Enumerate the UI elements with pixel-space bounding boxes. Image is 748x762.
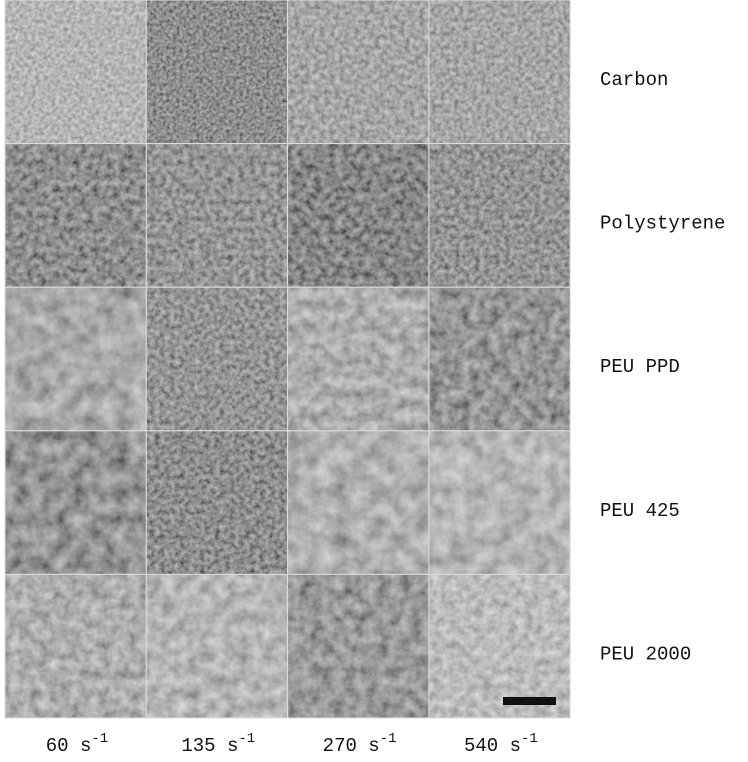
micrograph-grid <box>5 0 570 718</box>
micrograph <box>5 144 146 288</box>
micrograph <box>429 431 570 575</box>
micrograph <box>288 574 429 718</box>
row-label: PEU PPD <box>600 356 680 378</box>
row-label: PEU 425 <box>600 500 680 522</box>
row-label: PEU 2000 <box>600 643 691 665</box>
column-label-exponent: -1 <box>238 731 255 747</box>
micrograph <box>288 0 429 144</box>
row-label: Polystyrene <box>600 213 725 235</box>
scale-bar <box>503 697 556 705</box>
micrograph <box>146 144 287 288</box>
row-label: Carbon <box>600 69 668 91</box>
column-label-text: 135 s <box>181 735 238 757</box>
column-label-exponent: -1 <box>521 731 538 747</box>
micrograph <box>146 574 287 718</box>
column-label-text: 540 s <box>464 735 521 757</box>
micrograph <box>429 0 570 144</box>
micrograph <box>5 287 146 431</box>
micrograph <box>288 287 429 431</box>
column-label-text: 270 s <box>323 735 380 757</box>
micrograph <box>146 431 287 575</box>
micrograph <box>5 431 146 575</box>
column-label-exponent: -1 <box>380 731 397 747</box>
column-label-exponent: -1 <box>91 731 108 747</box>
column-label-text: 60 s <box>46 735 92 757</box>
micrograph <box>288 144 429 288</box>
micrograph <box>146 0 287 144</box>
figure: Carbon Polystyrene PEU PPD PEU 425 PEU 2000 6… <box>0 0 748 762</box>
micrograph <box>429 144 570 288</box>
micrograph <box>146 287 287 431</box>
micrograph <box>429 574 570 718</box>
micrograph <box>288 431 429 575</box>
micrograph <box>429 287 570 431</box>
micrograph <box>5 0 146 144</box>
micrograph <box>5 574 146 718</box>
